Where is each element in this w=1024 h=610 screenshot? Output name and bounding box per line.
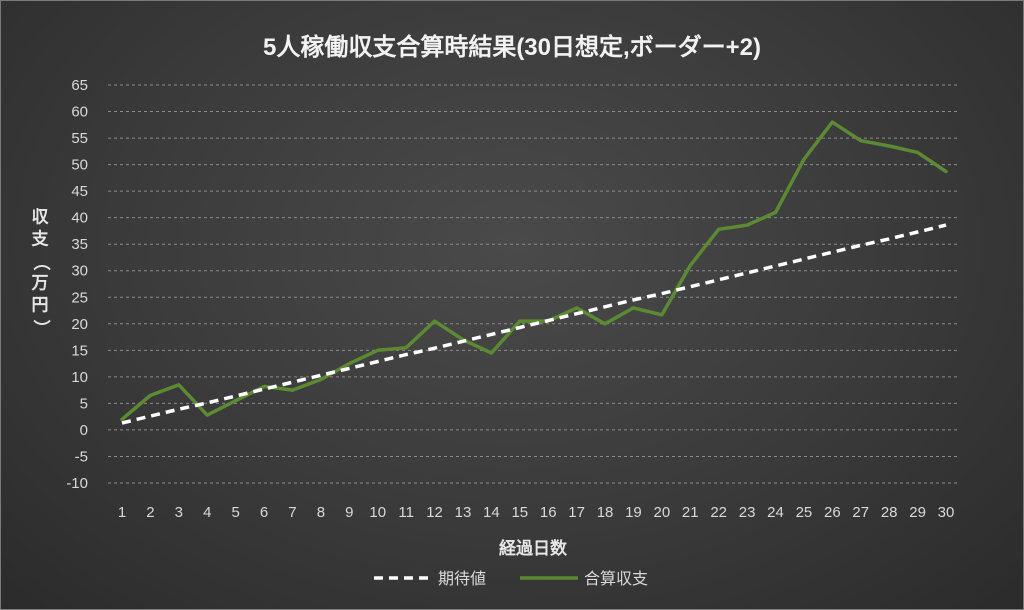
y-axis-label-char: （ <box>32 254 52 271</box>
series-line <box>121 223 947 425</box>
x-tick-label: 17 <box>568 504 585 521</box>
x-tick-label: 8 <box>317 504 325 521</box>
x-tick-label: 28 <box>881 504 898 521</box>
y-tick-label: 25 <box>71 289 88 306</box>
y-axis-ticks: -10 -5 0 5 10 15 20 25 30 35 40 45 50 55 60 65 <box>66 77 88 492</box>
x-tick-label: 14 <box>483 504 500 521</box>
gridlines <box>108 84 960 484</box>
x-tick-label: 12 <box>426 504 443 521</box>
x-tick-label: 3 <box>175 504 183 521</box>
y-tick-label: 20 <box>71 316 88 333</box>
x-axis-label: 経過日数 <box>499 538 568 558</box>
legend-label: 合算収支 <box>584 569 648 588</box>
y-tick-label: 15 <box>71 342 88 359</box>
y-axis-label-char: 支 <box>32 228 50 248</box>
y-axis-label-char: 万 <box>31 273 49 292</box>
chart-title: 5人稼働収支合算時結果(30日想定,ボーダー+2) <box>263 33 761 61</box>
legend: 期待値 合算収支 <box>374 569 648 588</box>
x-tick-label: 6 <box>260 504 268 521</box>
x-tick-label: 24 <box>767 504 784 521</box>
y-axis-label-char: 収 <box>32 207 50 226</box>
x-tick-label: 16 <box>540 504 557 521</box>
y-tick-label: 40 <box>71 210 88 227</box>
x-tick-label: 15 <box>511 504 528 521</box>
y-tick-label: 35 <box>71 236 88 253</box>
legend-label: 期待値 <box>438 570 486 588</box>
x-tick-label: 13 <box>455 504 472 521</box>
y-tick-label: 5 <box>80 395 88 412</box>
x-tick-label: 25 <box>796 504 813 521</box>
x-tick-label: 29 <box>909 504 926 521</box>
y-tick-label: -10 <box>66 475 88 492</box>
x-axis-ticks: 1 2 3 4 5 6 7 8 9 10 11 12 13 14 15 16 17 18 19 20 21 22 23 24 2… <box>118 504 955 521</box>
x-tick-label: 1 <box>118 504 126 521</box>
y-tick-label: 45 <box>71 183 88 200</box>
y-axis-label: 収支 （ 万円 ） <box>31 207 52 336</box>
y-tick-label: 65 <box>71 77 88 94</box>
x-tick-label: 11 <box>398 504 414 521</box>
y-tick-label: 30 <box>71 263 88 280</box>
x-tick-label: 21 <box>682 504 699 521</box>
x-tick-label: 4 <box>203 504 211 521</box>
y-tick-label: 10 <box>71 369 88 386</box>
y-tick-label: 55 <box>71 130 88 147</box>
x-tick-label: 26 <box>824 504 841 521</box>
x-tick-label: 27 <box>852 504 869 521</box>
x-tick-label: 23 <box>739 504 756 521</box>
x-tick-label: 10 <box>369 504 386 521</box>
y-axis-label-char: ） <box>32 320 52 337</box>
y-tick-label: 0 <box>80 422 88 439</box>
x-tick-label: 20 <box>654 504 671 521</box>
x-tick-label: 5 <box>231 504 239 521</box>
x-tick-label: 30 <box>938 504 955 521</box>
x-tick-label: 18 <box>597 504 614 521</box>
x-tick-label: 9 <box>345 504 353 521</box>
x-tick-label: 19 <box>625 504 642 521</box>
x-tick-label: 22 <box>710 504 727 521</box>
series-lines <box>120 120 948 425</box>
x-tick-label: 2 <box>146 504 154 521</box>
y-tick-label: -5 <box>75 448 88 465</box>
y-axis-label-char: 円 <box>32 295 49 314</box>
x-tick-label: 7 <box>288 504 296 521</box>
y-tick-label: 60 <box>71 104 88 121</box>
y-tick-label: 50 <box>71 157 88 174</box>
